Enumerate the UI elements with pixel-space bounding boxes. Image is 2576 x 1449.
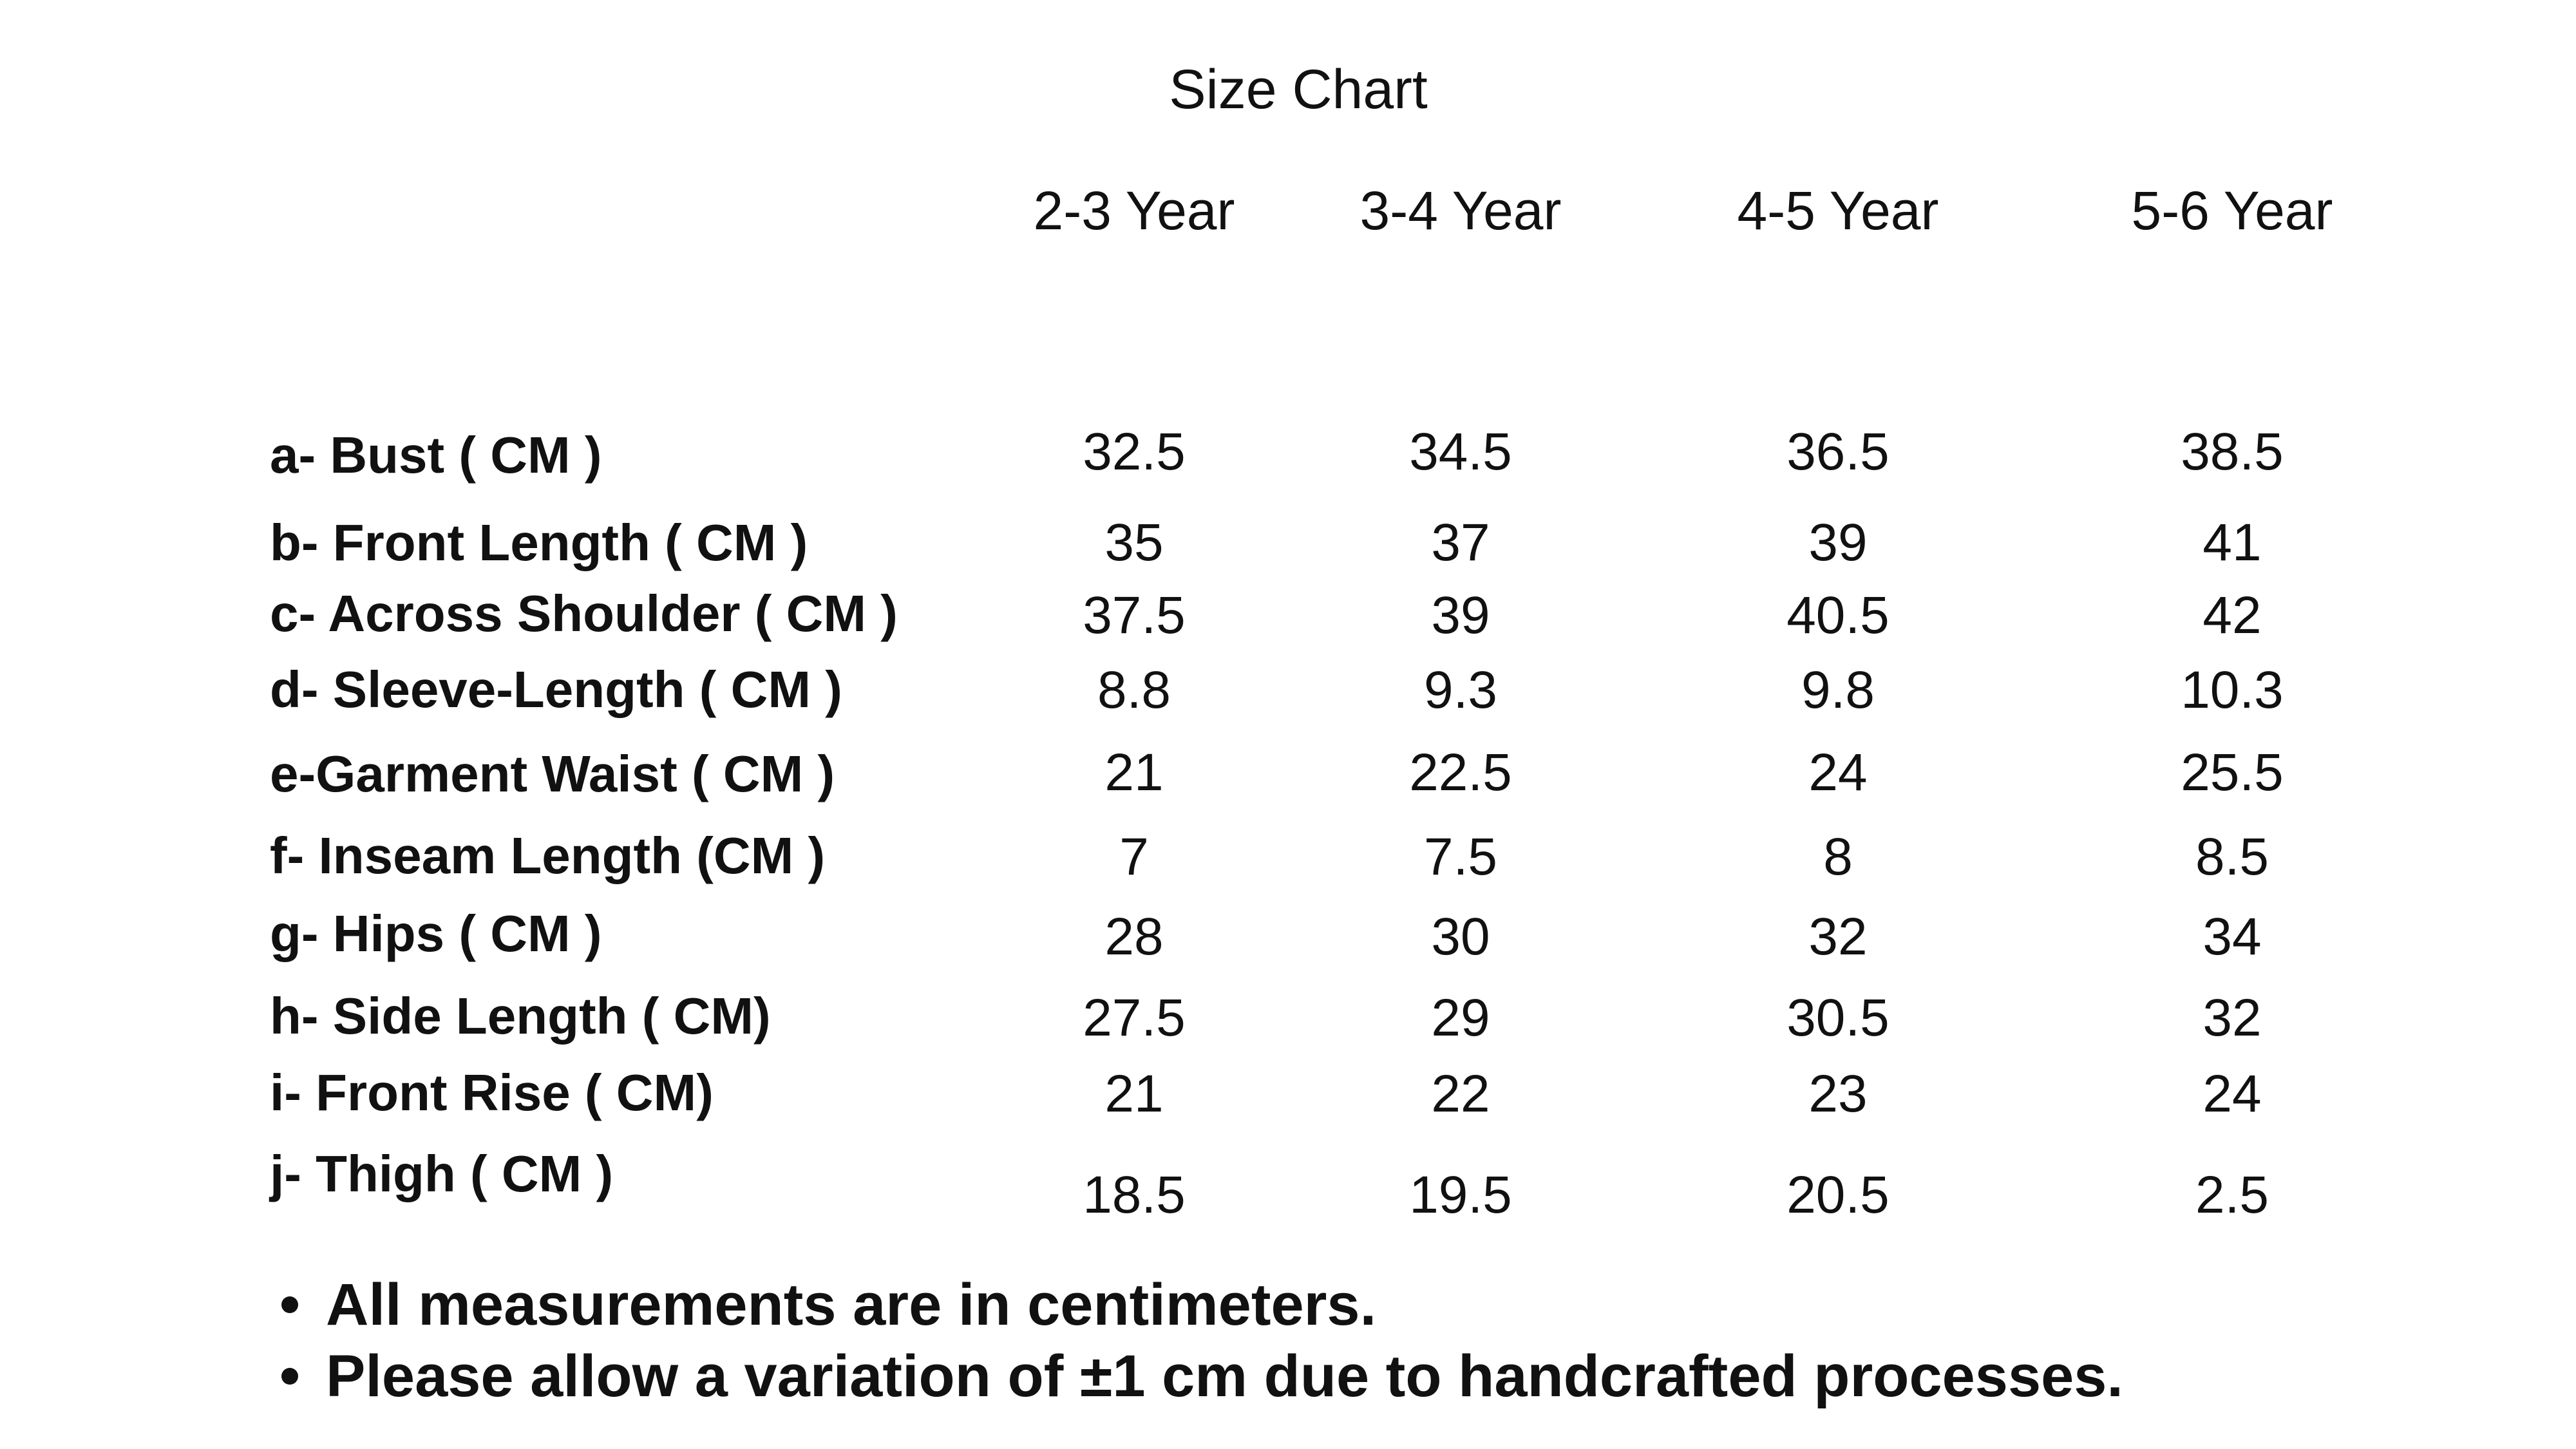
cell-value: 24: [2202, 1065, 2262, 1123]
cell-value: 42: [2202, 586, 2262, 645]
cell-value: 37: [1431, 513, 1490, 572]
cell-value: 9.3: [1424, 661, 1497, 719]
cell-value: 25.5: [2181, 743, 2284, 802]
note: All measurements are in centimeters.: [326, 1272, 1377, 1338]
cell-value: 7.5: [1424, 828, 1497, 886]
cell-value: 9.8: [1801, 661, 1875, 719]
cell-value: 24: [1808, 743, 1868, 802]
cell-value: 40.5: [1786, 586, 1889, 645]
cell-value: 8: [1823, 828, 1853, 886]
cell-value: 32: [1808, 907, 1868, 966]
row-label: d- Sleeve-Length ( CM ): [270, 661, 842, 718]
cell-value: 35: [1104, 513, 1164, 572]
cell-value: 21: [1104, 743, 1164, 802]
bullet: [281, 1368, 298, 1385]
cell-value: 39: [1431, 586, 1490, 645]
row-label: a- Bust ( CM ): [270, 426, 602, 484]
cell-value: 29: [1431, 989, 1490, 1047]
column-header: 5-6 Year: [2131, 180, 2333, 241]
title: Size Chart: [1169, 59, 1428, 120]
cell-value: 37.5: [1083, 586, 1186, 645]
column-header: 3-4 Year: [1359, 180, 1562, 241]
cell-value: 27.5: [1083, 989, 1186, 1047]
cell-value: 8.8: [1097, 661, 1171, 719]
note: Please allow a variation of ±1 cm due to…: [326, 1343, 2123, 1409]
cell-value: 2.5: [2195, 1166, 2269, 1224]
cell-value: 20.5: [1786, 1166, 1889, 1224]
cell-value: 19.5: [1409, 1166, 1512, 1224]
column-header: 2-3 Year: [1033, 180, 1235, 241]
cell-value: 39: [1808, 513, 1868, 572]
row-label: g- Hips ( CM ): [270, 905, 602, 962]
row-label: i- Front Rise ( CM): [270, 1064, 714, 1121]
cell-value: 32.5: [1083, 422, 1186, 481]
row-label: c- Across Shoulder ( CM ): [270, 585, 898, 642]
cell-value: 34: [2202, 907, 2262, 966]
row-label: j- Thigh ( CM ): [270, 1145, 614, 1202]
cell-value: 38.5: [2181, 422, 2284, 481]
row-label: b- Front Length ( CM ): [270, 514, 808, 571]
cell-value: 28: [1104, 907, 1164, 966]
cell-value: 18.5: [1083, 1166, 1186, 1224]
cell-value: 21: [1104, 1065, 1164, 1123]
cell-value: 30.5: [1786, 989, 1889, 1047]
cell-value: 41: [2202, 513, 2262, 572]
cell-value: 22: [1431, 1065, 1490, 1123]
cell-value: 23: [1808, 1065, 1868, 1123]
cell-value: 8.5: [2195, 828, 2269, 886]
row-label: e-Garment Waist ( CM ): [270, 745, 835, 802]
column-header: 4-5 Year: [1737, 180, 1939, 241]
cell-value: 22.5: [1409, 743, 1512, 802]
cell-value: 36.5: [1786, 422, 1889, 481]
bullet: [281, 1296, 298, 1313]
cell-value: 32: [2202, 989, 2262, 1047]
cell-value: 30: [1431, 907, 1490, 966]
row-label: h- Side Length ( CM): [270, 987, 771, 1045]
row-label: f- Inseam Length (CM ): [270, 827, 826, 884]
cell-value: 34.5: [1409, 422, 1512, 481]
cell-value: 7: [1119, 828, 1149, 886]
cell-value: 10.3: [2181, 661, 2284, 719]
